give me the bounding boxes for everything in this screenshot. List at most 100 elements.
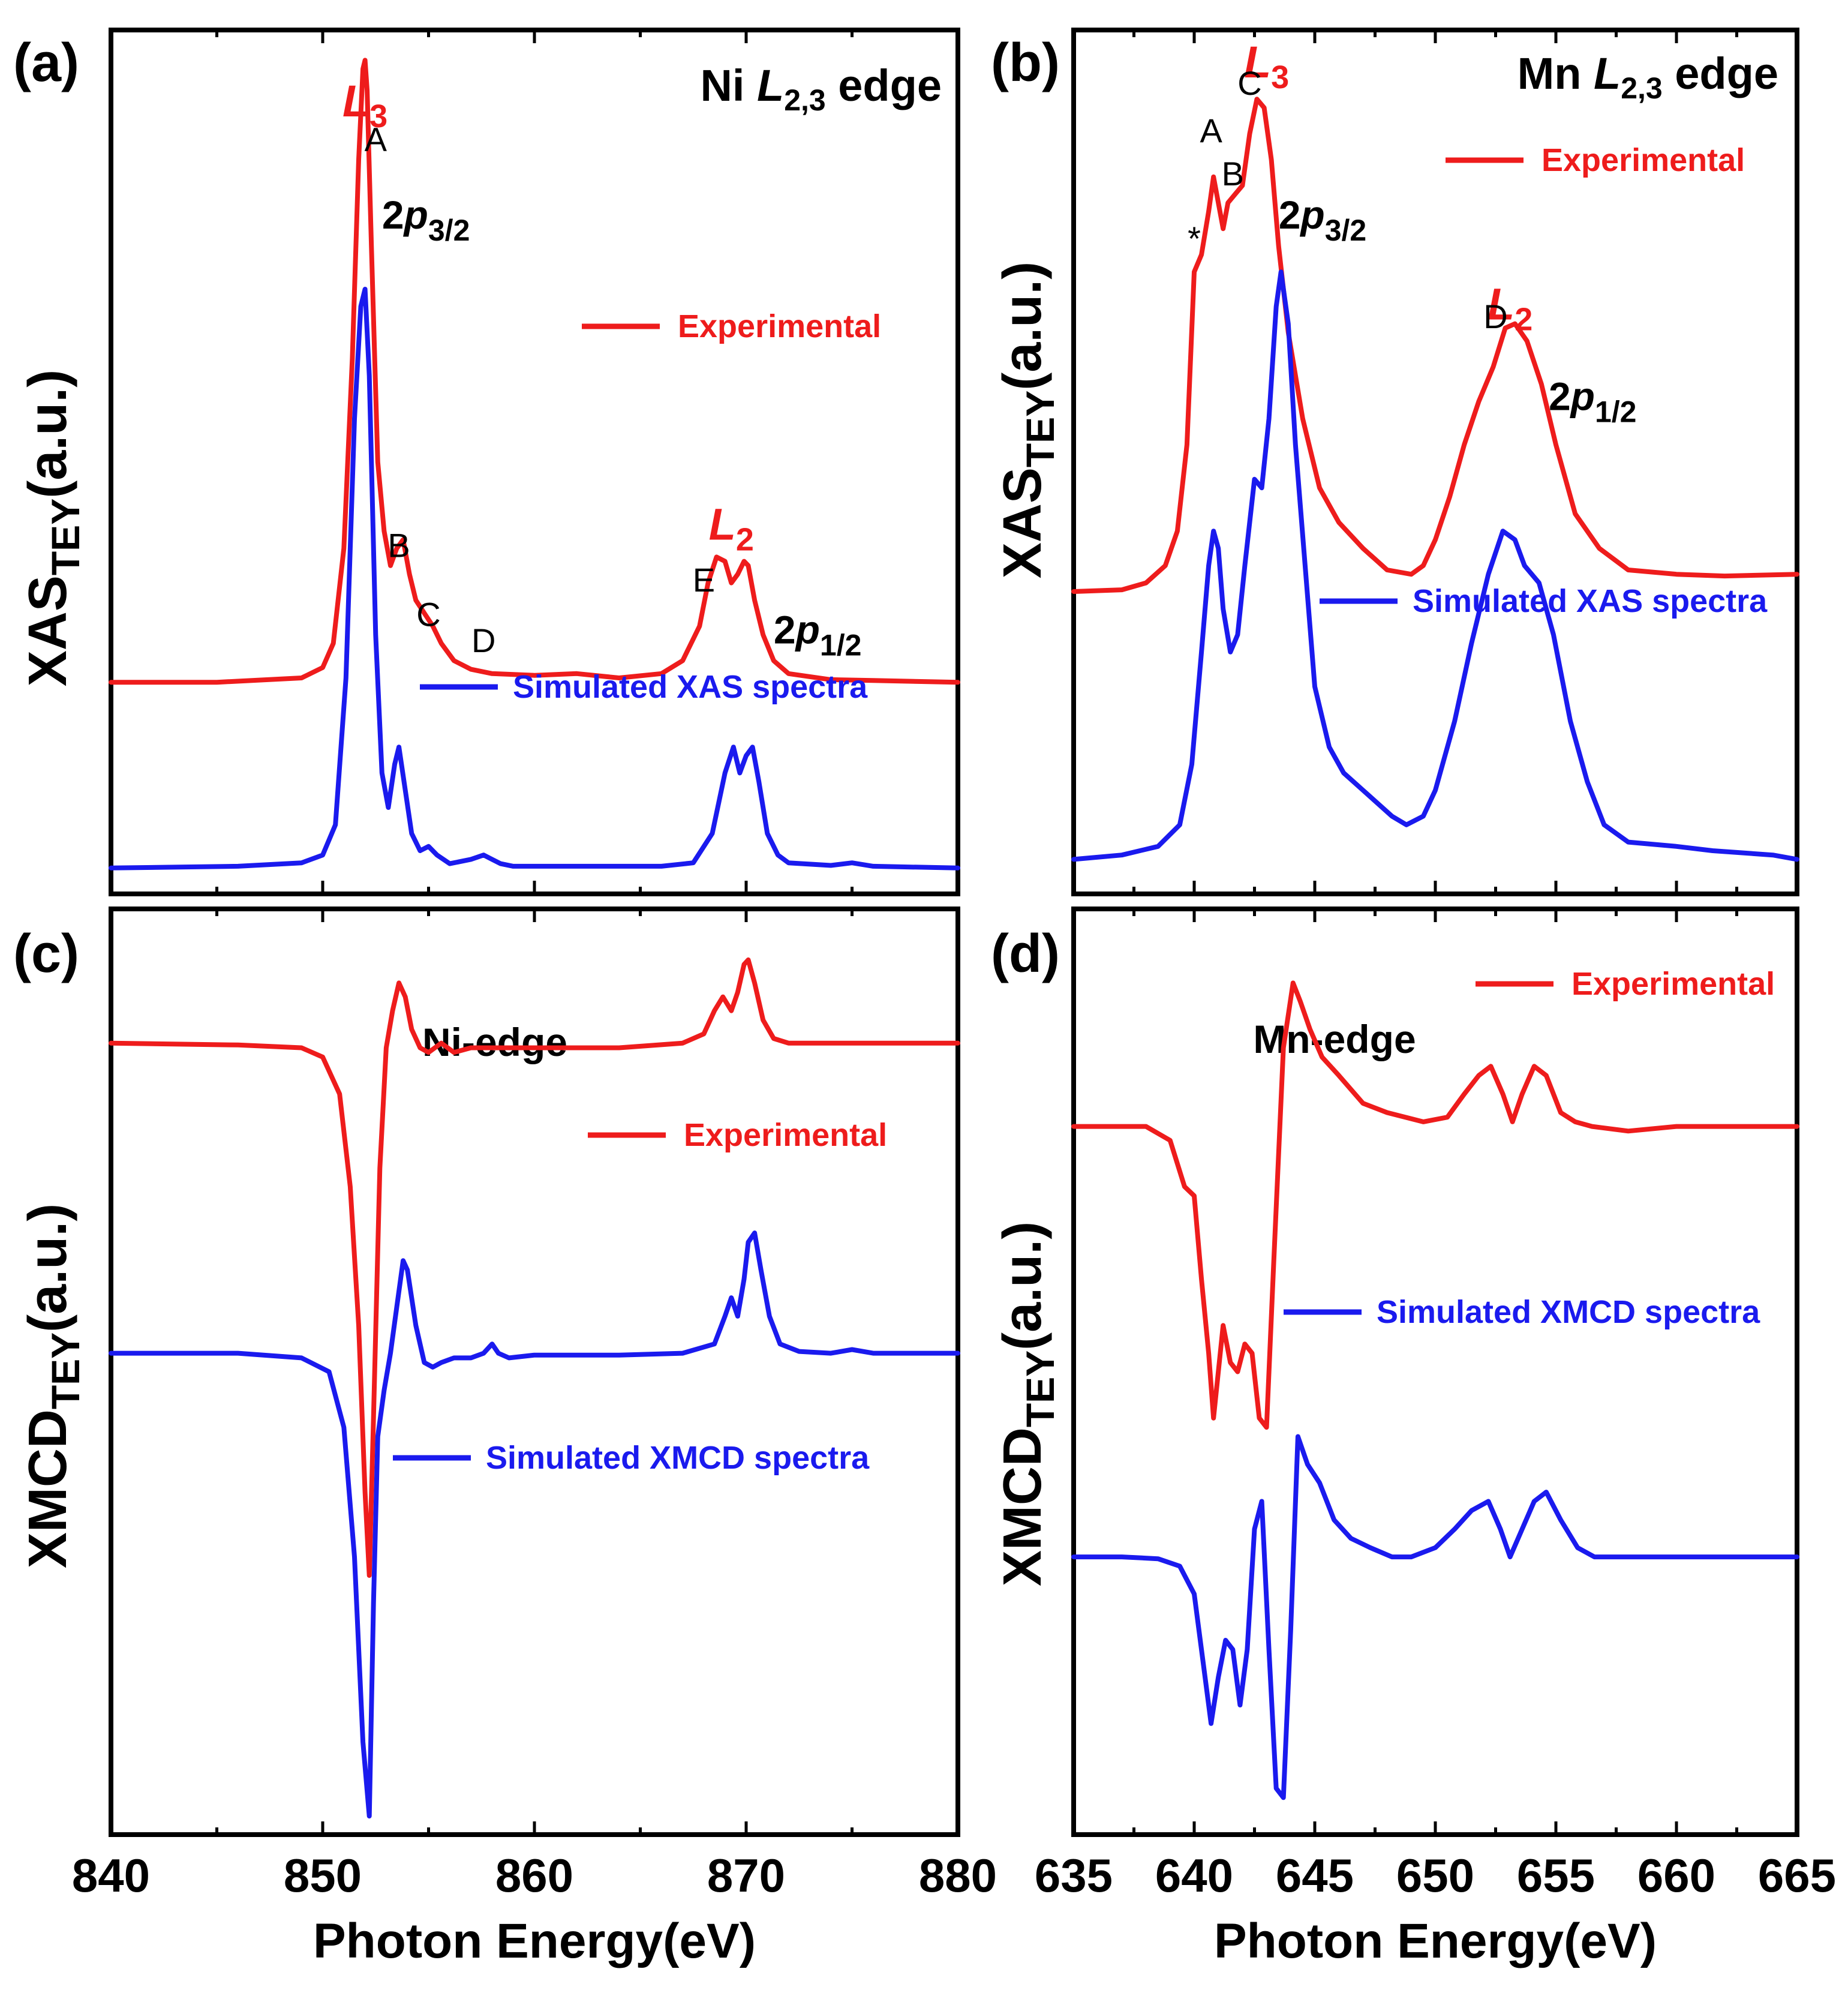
edge-subscript: 2 xyxy=(1515,301,1533,337)
x-tick-label: 880 xyxy=(919,1849,997,1902)
orbital-p: p xyxy=(795,607,820,652)
legend-simulated: Simulated XMCD spectra xyxy=(393,1440,870,1476)
peak-label-C: C xyxy=(1237,64,1261,102)
orbital-label: 2p1/2 xyxy=(774,607,862,662)
legend-label-simulated: Simulated XAS spectra xyxy=(513,669,868,705)
title-element: Ni xyxy=(700,61,757,110)
peak-label-D: D xyxy=(471,622,495,659)
x-axis-label: Photon Energy(eV) xyxy=(313,1914,756,1968)
legend-simulated: Simulated XAS spectra xyxy=(1320,583,1768,619)
orbital-prefix: 2 xyxy=(382,193,404,237)
peak-label-A: A xyxy=(1200,112,1222,149)
y-label-subscript: TEY xyxy=(1018,1350,1062,1427)
x-tick-label: 840 xyxy=(72,1849,150,1902)
y-label-tail: (a.u.) xyxy=(993,262,1053,391)
peak-label-star: * xyxy=(1188,220,1201,257)
orbital-subscript: 1/2 xyxy=(820,628,862,662)
panel-title: Mn-edge xyxy=(1253,1017,1416,1061)
edge-L: L xyxy=(1244,37,1271,87)
title-edge: edge xyxy=(1663,49,1778,98)
y-label-main: XAS xyxy=(18,575,78,686)
x-tick-label: 850 xyxy=(284,1849,362,1902)
panel-letter: (b) xyxy=(991,33,1060,93)
legend-experimental: Experimental xyxy=(1476,966,1775,1002)
title-element: Mn xyxy=(1518,49,1594,98)
x-tick-label: 655 xyxy=(1517,1849,1595,1902)
orbital-subscript: 3/2 xyxy=(1325,214,1367,247)
legend-experimental: Experimental xyxy=(1446,142,1745,178)
y-label-main: XMCD xyxy=(993,1427,1053,1586)
x-tick-label: 645 xyxy=(1276,1849,1354,1902)
x-tick-label: 640 xyxy=(1155,1849,1233,1902)
orbital-p: p xyxy=(403,193,428,237)
x-tick-label: 635 xyxy=(1035,1849,1113,1902)
title-subscript: 2,3 xyxy=(784,83,826,117)
plot-frame xyxy=(1071,907,1799,1837)
y-axis-label: XMCDTEY(a.u.) xyxy=(18,1203,88,1568)
peak-label-B: B xyxy=(387,526,410,564)
panel-letter: (d) xyxy=(991,924,1060,984)
y-axis-label: XASTEY(a.u.) xyxy=(993,262,1062,578)
y-axis-label: XMCDTEY(a.u.) xyxy=(993,1221,1062,1586)
panel-a: XASTEY(a.u.)(a) Ni L2,3 edgeExperimentalS… xyxy=(13,28,960,896)
peak-label-C: C xyxy=(416,596,440,634)
edge-label-L3: L3 xyxy=(342,76,387,134)
panel-d: 635 640 645 650 655 660 665 Photon Energy(eV) XM… xyxy=(991,907,1836,1968)
orbital-p: p xyxy=(1299,193,1324,237)
experimental-curve xyxy=(109,957,960,1578)
panel-title: Ni L2,3 edge xyxy=(700,61,942,117)
panel-b: XASTEY(a.u.)(b) Mn L2,3 edgeExperimentalS… xyxy=(991,28,1799,896)
title-subscript: 2,3 xyxy=(1621,71,1663,105)
edge-label-L3: L3 xyxy=(1244,37,1289,95)
panel-letter: (c) xyxy=(13,924,79,984)
x-tick-label: 665 xyxy=(1758,1849,1836,1902)
legend-label-experimental: Experimental xyxy=(1571,966,1775,1002)
y-axis-label: XASTEY(a.u.) xyxy=(18,370,88,686)
orbital-prefix: 2 xyxy=(774,607,796,652)
orbital-label: 2p3/2 xyxy=(382,193,470,247)
edge-L: L xyxy=(709,500,736,550)
experimental-curve xyxy=(1071,980,1799,1430)
panel-title: Ni-edge xyxy=(422,1020,567,1064)
orbital-subscript: 3/2 xyxy=(428,214,470,247)
y-label-main: XAS xyxy=(993,467,1053,578)
y-label-tail: (a.u.) xyxy=(993,1221,1053,1350)
x-tick-label: 650 xyxy=(1396,1849,1474,1902)
title-edge: edge xyxy=(826,61,942,110)
peak-label-A: A xyxy=(365,121,387,158)
edge-label-L2: L2 xyxy=(1488,279,1533,337)
y-label-main: XMCD xyxy=(18,1409,78,1568)
orbital-label: 2p3/2 xyxy=(1279,193,1367,247)
title-L: L xyxy=(757,61,784,110)
panel-title: Mn L2,3 edge xyxy=(1518,49,1778,105)
legend-experimental: Experimental xyxy=(588,1117,887,1153)
y-label-tail: (a.u.) xyxy=(18,370,78,499)
y-label-subscript: TEY xyxy=(43,499,88,575)
legend-label-simulated: Simulated XAS spectra xyxy=(1413,583,1768,619)
orbital-subscript: 1/2 xyxy=(1595,395,1637,429)
experimental-curve xyxy=(1071,97,1799,594)
x-axis-label: Photon Energy(eV) xyxy=(1214,1914,1657,1968)
peak-label-E: E xyxy=(693,561,715,599)
legend-simulated: Simulated XMCD spectra xyxy=(1284,1294,1760,1330)
experimental-curve xyxy=(109,58,960,685)
legend-label-experimental: Experimental xyxy=(684,1117,887,1153)
edge-L: L xyxy=(1488,279,1515,329)
edge-L: L xyxy=(342,76,369,126)
panel-letter: (a) xyxy=(13,33,79,93)
legend-label-experimental: Experimental xyxy=(1541,142,1745,178)
legend-simulated: Simulated XAS spectra xyxy=(420,669,868,705)
edge-subscript: 2 xyxy=(736,522,754,558)
legend-label-experimental: Experimental xyxy=(678,308,881,344)
simulated-curve xyxy=(1071,269,1799,862)
edge-subscript: 3 xyxy=(369,98,387,134)
title-L: L xyxy=(1594,49,1621,98)
plot-frame xyxy=(109,28,960,896)
edge-subscript: 3 xyxy=(1271,59,1289,95)
peak-label-B: B xyxy=(1222,155,1244,193)
simulated-curve xyxy=(109,1230,960,1819)
y-label-subscript: TEY xyxy=(1018,391,1062,467)
legend-experimental: Experimental xyxy=(582,308,881,344)
